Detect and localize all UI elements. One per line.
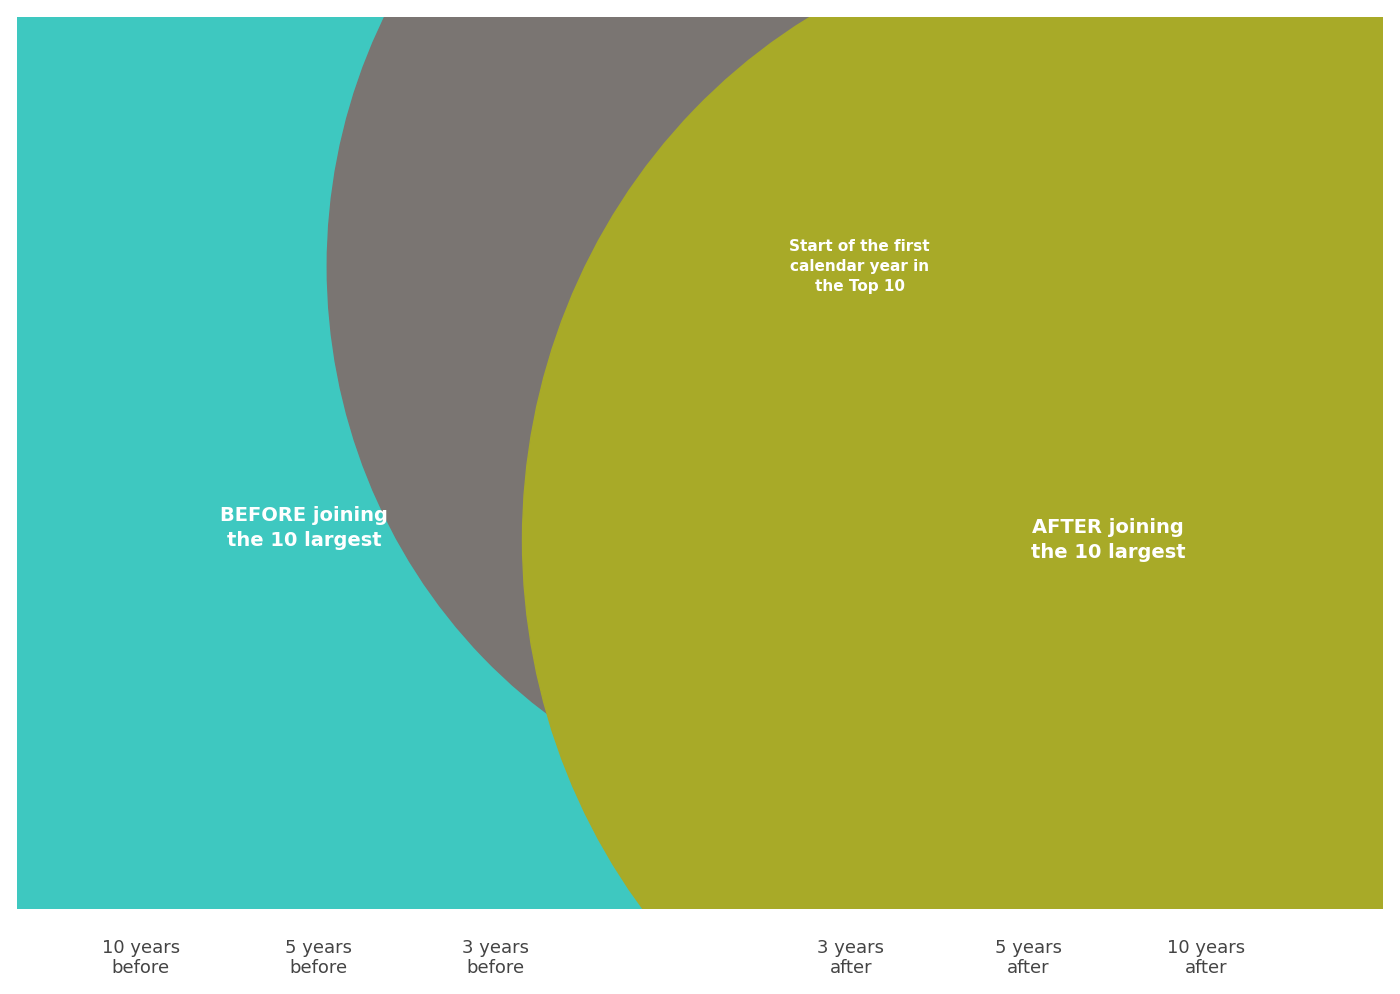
Bar: [1190, 778, 1222, 813]
Polygon shape: [141, 135, 673, 778]
Bar: [480, 135, 512, 778]
Ellipse shape: [522, 0, 1400, 994]
Bar: [125, 490, 157, 778]
Text: 0.6%: 0.6%: [823, 732, 879, 754]
Text: 27.0%: 27.0%: [452, 104, 522, 126]
Bar: [834, 763, 867, 778]
Bar: [302, 295, 335, 778]
Text: AFTER joining
the 10 largest: AFTER joining the 10 largest: [1030, 518, 1186, 562]
Bar: [1012, 778, 1044, 799]
Text: 12.1%: 12.1%: [97, 458, 168, 480]
Text: 20.3%: 20.3%: [274, 263, 344, 285]
Text: -1.5%: -1.5%: [1173, 823, 1238, 845]
Text: Start of the first
calendar year in
the Top 10: Start of the first calendar year in the …: [790, 240, 930, 294]
Polygon shape: [673, 763, 1205, 813]
Text: -0.9%: -0.9%: [997, 809, 1060, 831]
Ellipse shape: [0, 0, 1050, 994]
Ellipse shape: [328, 0, 1392, 819]
Text: BEFORE joining
the 10 largest: BEFORE joining the 10 largest: [220, 506, 388, 550]
